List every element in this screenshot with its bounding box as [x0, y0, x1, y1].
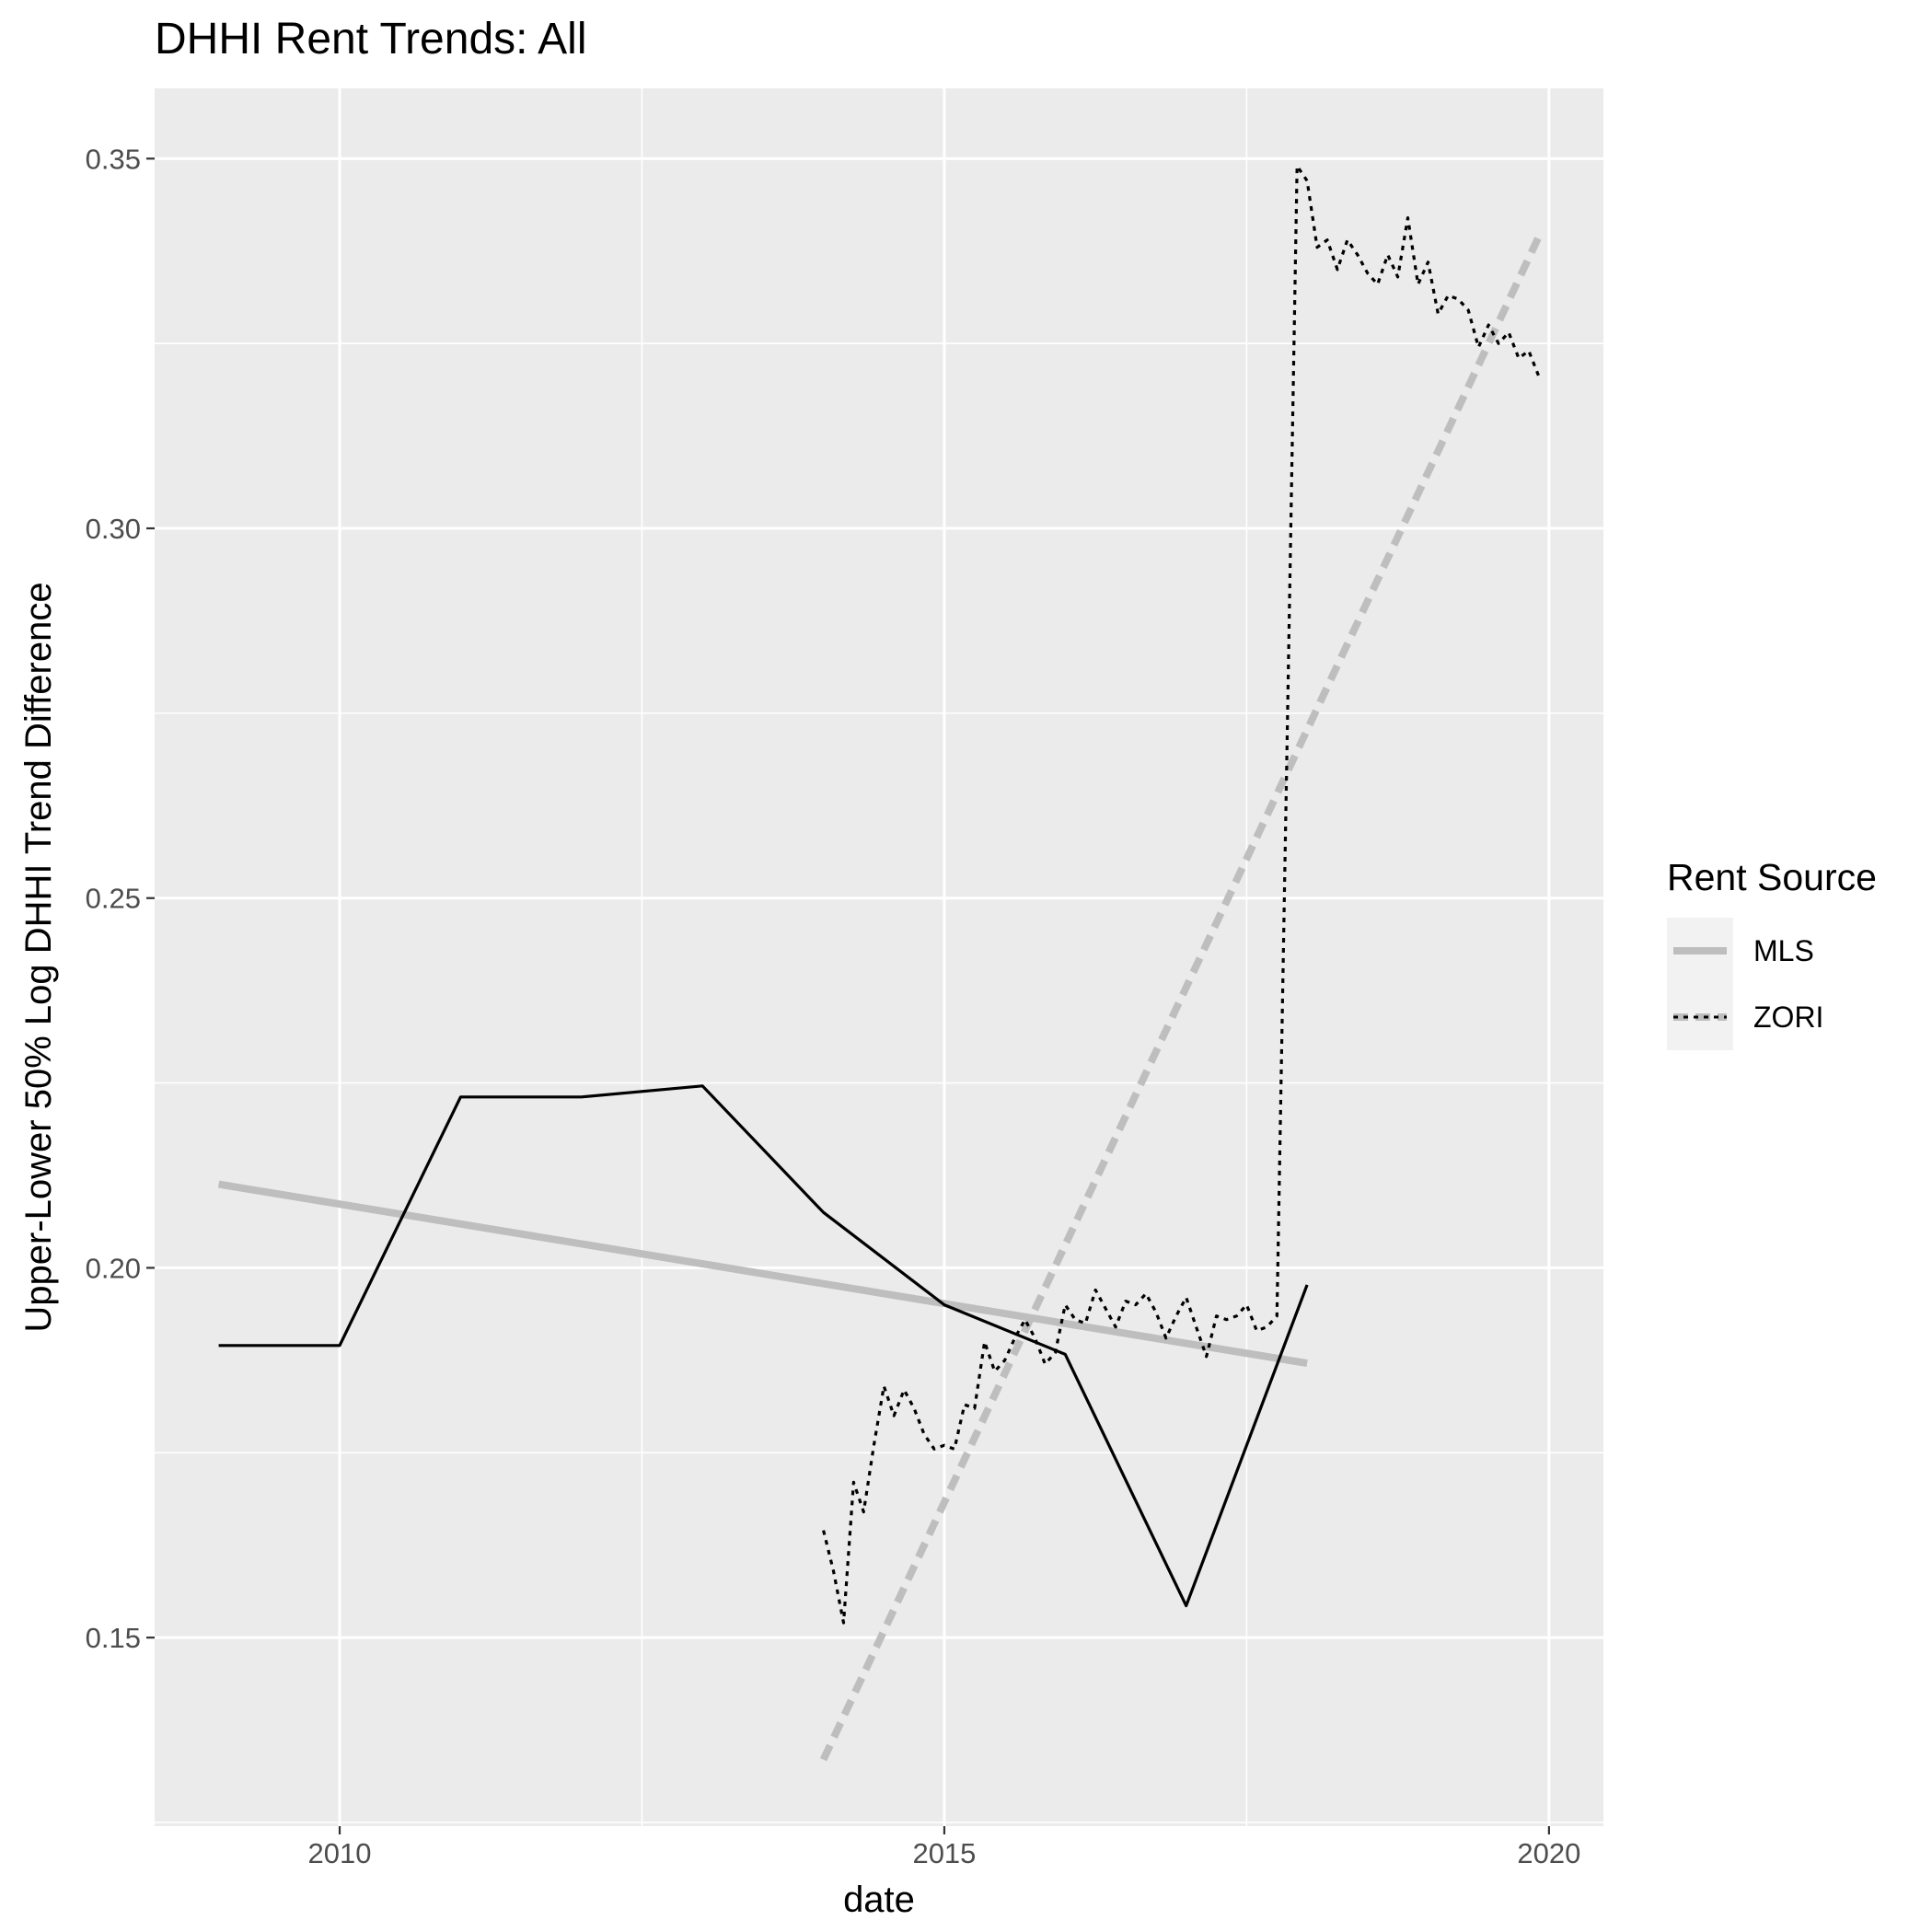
series-line-mls-data	[218, 1084, 1309, 1608]
legend-label-zori: ZORI	[1753, 1001, 1823, 1034]
series-layer	[217, 164, 1543, 1762]
x-tick-label: 2015	[912, 1837, 976, 1869]
plot-panel	[155, 88, 1603, 1826]
grid-major-lines	[155, 88, 1603, 1826]
legend: Rent Source MLS ZORI	[1667, 856, 1877, 1050]
chart-title: DHHI Rent Trends: All	[155, 15, 587, 64]
series-line-mls-trend	[217, 1180, 1308, 1368]
x-axis: 2010 2015 2020	[308, 1826, 1580, 1869]
y-tick-label: 0.35	[86, 143, 141, 175]
series-line-zori-data	[822, 164, 1541, 1625]
legend-label-mls: MLS	[1753, 934, 1814, 967]
x-tick-label: 2020	[1517, 1837, 1580, 1869]
y-axis-title: Upper-Lower 50% Log DHHI Trend Differenc…	[18, 582, 59, 1332]
y-tick-label: 0.20	[86, 1252, 141, 1284]
y-axis: 0.15 0.20 0.25 0.30 0.35	[86, 143, 155, 1654]
y-tick-label: 0.15	[86, 1622, 141, 1654]
legend-key-background	[1667, 918, 1733, 1050]
x-axis-title: date	[843, 1880, 915, 1920]
series-line-zori-trend	[819, 234, 1543, 1762]
x-tick-label: 2010	[308, 1837, 372, 1869]
y-tick-label: 0.25	[86, 883, 141, 915]
grid-minor-lines	[155, 88, 1603, 1826]
y-tick-label: 0.30	[86, 513, 141, 545]
legend-title: Rent Source	[1667, 856, 1877, 898]
